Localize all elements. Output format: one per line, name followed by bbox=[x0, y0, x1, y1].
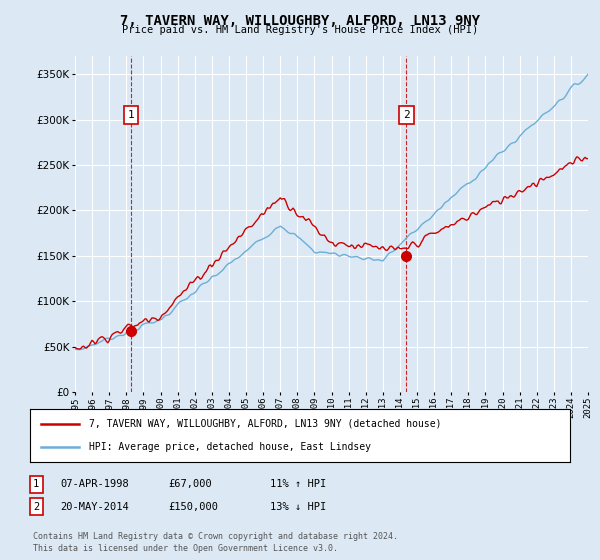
Text: 07-APR-1998: 07-APR-1998 bbox=[60, 479, 129, 489]
Text: 1: 1 bbox=[33, 479, 39, 489]
Text: £67,000: £67,000 bbox=[168, 479, 212, 489]
Text: Contains HM Land Registry data © Crown copyright and database right 2024.
This d: Contains HM Land Registry data © Crown c… bbox=[33, 533, 398, 553]
Text: £150,000: £150,000 bbox=[168, 502, 218, 512]
Text: 13% ↓ HPI: 13% ↓ HPI bbox=[270, 502, 326, 512]
Text: 7, TAVERN WAY, WILLOUGHBY, ALFORD, LN13 9NY: 7, TAVERN WAY, WILLOUGHBY, ALFORD, LN13 … bbox=[120, 14, 480, 28]
Text: 11% ↑ HPI: 11% ↑ HPI bbox=[270, 479, 326, 489]
Text: 1: 1 bbox=[128, 110, 134, 120]
Text: 2: 2 bbox=[403, 110, 410, 120]
Text: 20-MAY-2014: 20-MAY-2014 bbox=[60, 502, 129, 512]
Text: 2: 2 bbox=[33, 502, 39, 512]
Text: Price paid vs. HM Land Registry's House Price Index (HPI): Price paid vs. HM Land Registry's House … bbox=[122, 25, 478, 35]
Text: 7, TAVERN WAY, WILLOUGHBY, ALFORD, LN13 9NY (detached house): 7, TAVERN WAY, WILLOUGHBY, ALFORD, LN13 … bbox=[89, 419, 442, 429]
Text: HPI: Average price, detached house, East Lindsey: HPI: Average price, detached house, East… bbox=[89, 442, 371, 452]
